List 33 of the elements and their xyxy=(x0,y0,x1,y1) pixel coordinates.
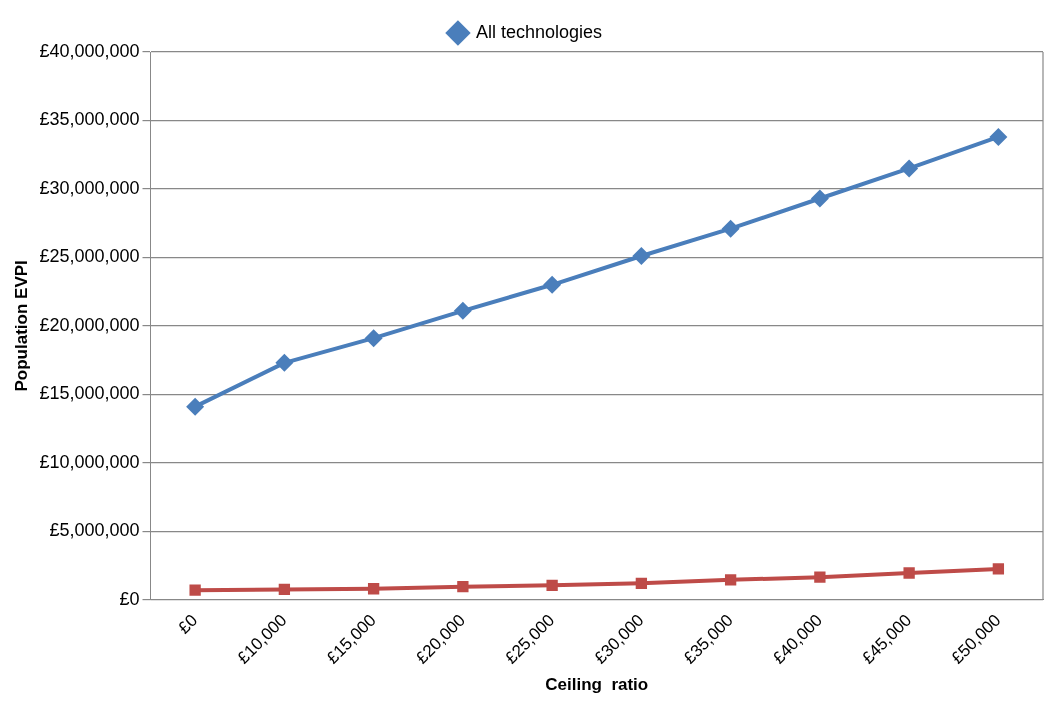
point xyxy=(543,275,562,294)
y-tick-label: £5,000,000 xyxy=(49,520,140,541)
point xyxy=(364,329,383,348)
point xyxy=(989,127,1008,146)
point xyxy=(635,577,648,589)
point xyxy=(903,567,915,579)
y-tick-label: £10,000,000 xyxy=(39,451,140,472)
point xyxy=(278,583,291,596)
y-tick-label: £25,000,000 xyxy=(39,246,140,267)
y-tick-label: £20,000,000 xyxy=(39,314,140,335)
point xyxy=(900,159,919,178)
y-tick-label: £0 xyxy=(119,588,140,609)
point xyxy=(814,571,826,583)
point xyxy=(453,301,472,320)
point xyxy=(632,247,651,266)
point xyxy=(724,574,737,586)
point xyxy=(810,189,829,208)
point xyxy=(546,579,558,591)
point xyxy=(186,397,205,416)
y-axis-title: Population EVPI xyxy=(11,260,31,392)
legend-label: All technologies xyxy=(475,21,603,42)
point xyxy=(275,353,294,372)
point xyxy=(367,583,380,595)
y-tick-label: £40,000,000 xyxy=(39,40,140,61)
y-tick-label: £35,000,000 xyxy=(39,109,140,130)
point xyxy=(189,584,201,596)
x-axis-title: Ceiling ratio xyxy=(545,675,649,695)
point xyxy=(721,219,740,238)
point xyxy=(992,563,1005,575)
y-tick-label: £30,000,000 xyxy=(39,177,140,198)
point xyxy=(457,581,469,593)
x-tick-label: £0 xyxy=(174,610,202,638)
y-tick-label: £15,000,000 xyxy=(39,383,140,404)
